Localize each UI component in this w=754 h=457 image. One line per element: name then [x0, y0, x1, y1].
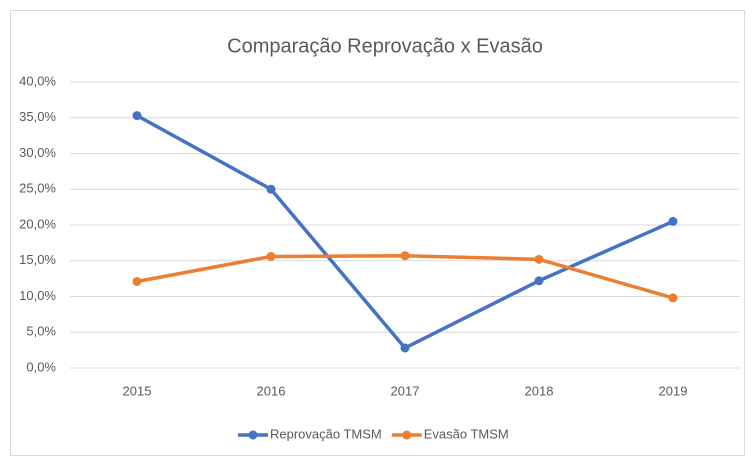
data-point [132, 111, 142, 121]
legend-label: Reprovação TMSM [270, 426, 382, 441]
chart-frame [10, 10, 745, 456]
y-tick-label: 40,0% [19, 73, 56, 88]
data-point [534, 276, 544, 286]
legend-marker [248, 430, 258, 440]
y-tick-label: 35,0% [19, 109, 56, 124]
y-tick-label: 25,0% [19, 181, 56, 196]
x-tick-label: 2016 [257, 383, 286, 398]
legend-marker [402, 430, 412, 440]
y-tick-label: 20,0% [19, 216, 56, 231]
x-tick-label: 2018 [525, 383, 554, 398]
data-point [400, 251, 410, 261]
data-point [668, 293, 678, 303]
data-point [266, 251, 276, 261]
y-tick-label: 0,0% [26, 359, 56, 374]
data-point [400, 343, 410, 353]
x-tick-label: 2017 [391, 383, 420, 398]
legend-label: Evasão TMSM [424, 426, 509, 441]
y-tick-label: 10,0% [19, 288, 56, 303]
data-point [132, 276, 142, 286]
x-tick-label: 2015 [123, 383, 152, 398]
y-tick-label: 15,0% [19, 252, 56, 267]
chart-title: Comparação Reprovação x Evasão [227, 35, 543, 57]
data-point [266, 184, 276, 194]
y-tick-label: 5,0% [26, 324, 56, 339]
data-point [668, 216, 678, 226]
data-point [534, 254, 544, 264]
x-tick-label: 2019 [659, 383, 688, 398]
y-tick-label: 30,0% [19, 145, 56, 160]
